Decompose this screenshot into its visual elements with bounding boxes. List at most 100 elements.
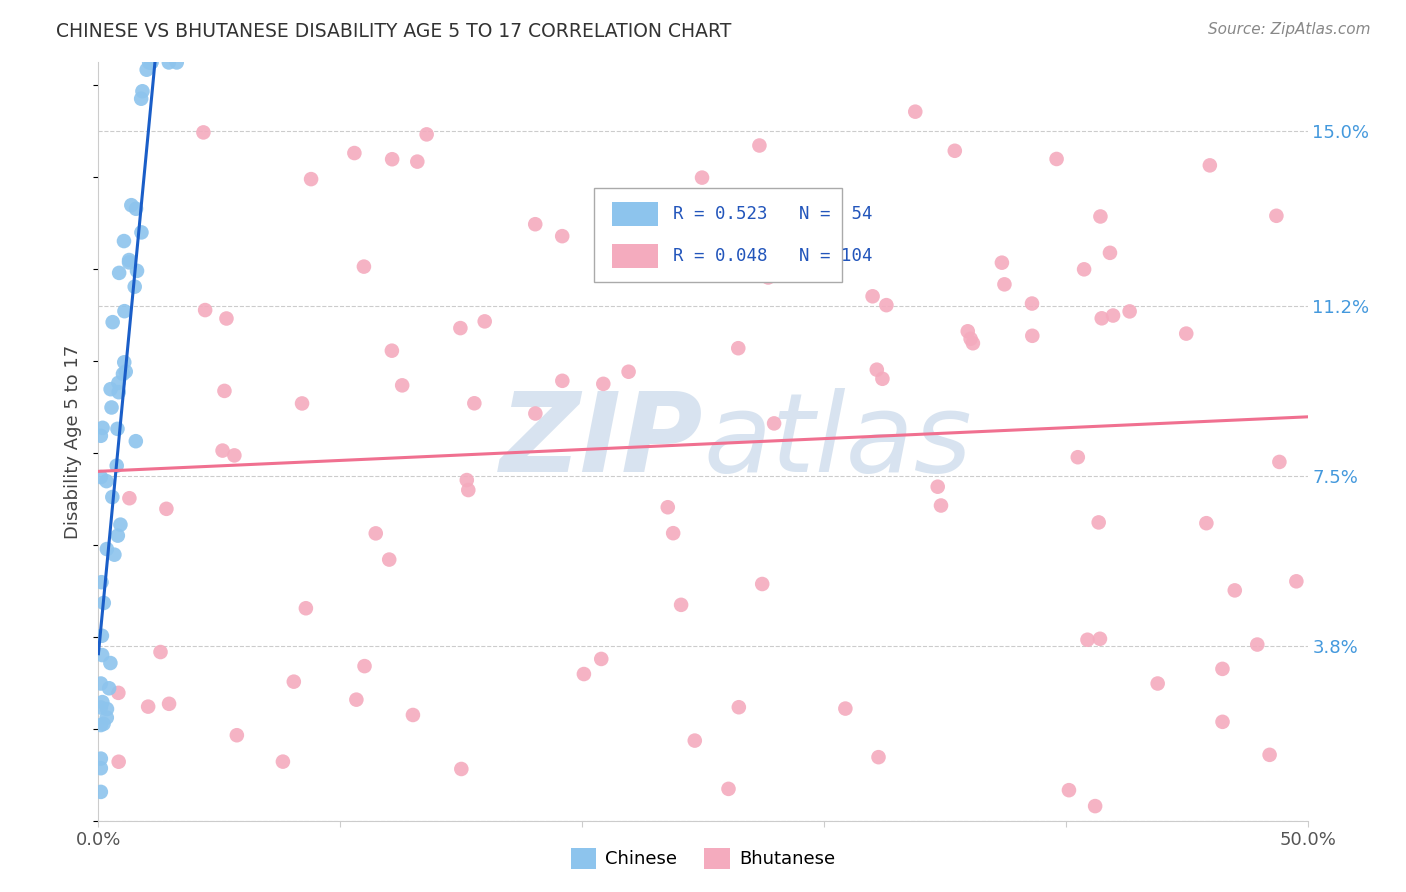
Point xyxy=(118,253,141,268)
Point xyxy=(669,598,692,612)
Point xyxy=(353,260,375,274)
Point xyxy=(96,474,118,488)
Point xyxy=(991,255,1014,269)
Point xyxy=(524,217,547,231)
Point xyxy=(956,324,979,338)
Point xyxy=(727,700,749,714)
Point xyxy=(107,422,129,436)
Point xyxy=(90,751,112,765)
Point xyxy=(868,750,890,764)
Point xyxy=(138,55,160,70)
Point xyxy=(474,314,496,328)
Point xyxy=(90,470,112,484)
Point xyxy=(90,785,112,799)
Legend: Chinese, Bhutanese: Chinese, Bhutanese xyxy=(564,841,842,876)
Point xyxy=(136,699,159,714)
Point xyxy=(96,711,118,725)
Point xyxy=(120,198,142,212)
Point xyxy=(929,499,952,513)
Point xyxy=(131,226,153,240)
Point xyxy=(1175,326,1198,341)
Point xyxy=(756,270,779,285)
Point xyxy=(662,526,685,541)
Point xyxy=(103,548,125,562)
Point xyxy=(107,755,129,769)
Point xyxy=(90,700,112,714)
Point xyxy=(157,55,180,70)
Point xyxy=(1198,158,1220,172)
Point xyxy=(524,407,547,421)
Point xyxy=(1118,304,1140,318)
Point xyxy=(100,382,122,396)
Point xyxy=(96,702,118,716)
Point xyxy=(114,304,136,318)
Point xyxy=(101,315,124,329)
Point xyxy=(1211,662,1233,676)
Point xyxy=(100,401,122,415)
Point xyxy=(214,384,236,398)
FancyBboxPatch shape xyxy=(595,187,842,282)
Point xyxy=(110,517,132,532)
Point xyxy=(90,629,112,643)
Point xyxy=(118,255,141,269)
Point xyxy=(761,214,783,228)
Point xyxy=(617,365,640,379)
Point xyxy=(1258,747,1281,762)
Point xyxy=(1057,783,1080,797)
Point xyxy=(730,195,752,210)
Point xyxy=(391,378,413,392)
Point xyxy=(378,552,401,566)
Point xyxy=(572,667,595,681)
Point xyxy=(91,648,114,662)
Point xyxy=(1084,799,1107,814)
Point xyxy=(834,701,856,715)
Point xyxy=(271,755,294,769)
Text: Source: ZipAtlas.com: Source: ZipAtlas.com xyxy=(1208,22,1371,37)
Point xyxy=(215,311,238,326)
Point xyxy=(112,355,135,369)
Point xyxy=(141,55,163,70)
Point xyxy=(101,490,124,504)
Point xyxy=(100,656,122,670)
Point xyxy=(90,761,112,775)
Point xyxy=(125,434,148,449)
Point xyxy=(690,170,713,185)
Point xyxy=(1146,676,1168,690)
Point xyxy=(1090,210,1112,224)
Point xyxy=(105,458,128,473)
Point xyxy=(402,708,425,723)
Point xyxy=(157,697,180,711)
Point xyxy=(450,762,472,776)
Point xyxy=(776,238,799,252)
Point xyxy=(343,146,366,161)
Point xyxy=(344,692,367,706)
Point xyxy=(1195,516,1218,531)
Point xyxy=(135,62,157,77)
Point xyxy=(155,501,177,516)
Point xyxy=(108,266,131,280)
Point xyxy=(927,480,949,494)
Point xyxy=(551,374,574,388)
Point xyxy=(93,596,115,610)
Point xyxy=(727,341,749,355)
Point xyxy=(381,343,404,358)
Point xyxy=(717,781,740,796)
Point xyxy=(959,332,981,346)
Point xyxy=(118,491,141,506)
Point xyxy=(299,172,322,186)
Point xyxy=(90,429,112,443)
Point xyxy=(90,676,112,690)
Point xyxy=(112,234,135,248)
Point xyxy=(353,659,375,673)
Point xyxy=(91,695,114,709)
Point xyxy=(91,421,114,435)
Point xyxy=(1223,583,1246,598)
Point xyxy=(862,289,884,303)
Point xyxy=(166,55,188,70)
Point xyxy=(1045,152,1067,166)
Point xyxy=(866,362,889,376)
Point xyxy=(1076,632,1098,647)
Point xyxy=(90,575,112,590)
Point xyxy=(1021,296,1043,310)
Point xyxy=(111,367,134,381)
